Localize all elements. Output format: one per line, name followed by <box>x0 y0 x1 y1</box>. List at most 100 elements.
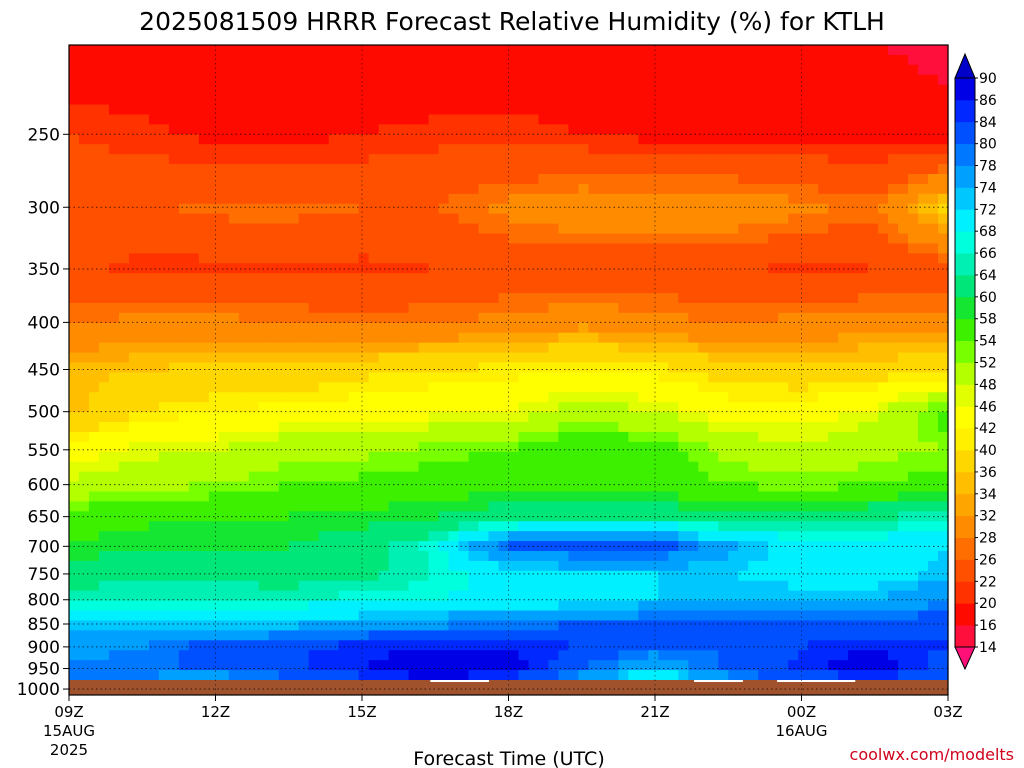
rh-cell <box>928 491 939 502</box>
rh-cell <box>189 432 200 443</box>
rh-cell <box>389 154 400 165</box>
rh-cell <box>159 174 170 185</box>
rh-cell <box>79 382 90 393</box>
rh-cell <box>219 581 230 592</box>
rh-cell <box>758 462 769 473</box>
rh-cell <box>349 134 360 145</box>
rh-cell <box>449 511 460 522</box>
rh-cell <box>658 571 669 582</box>
rh-cell <box>89 531 100 542</box>
rh-cell <box>528 184 539 195</box>
rh-cell <box>129 234 140 245</box>
rh-cell <box>469 581 480 592</box>
rh-cell <box>499 85 510 96</box>
rh-cell <box>369 412 380 423</box>
rh-cell <box>518 75 529 86</box>
rh-cell <box>858 144 869 155</box>
rh-cell <box>179 551 190 562</box>
rh-cell <box>708 154 719 165</box>
rh-cell <box>868 75 879 86</box>
rh-cell <box>249 452 260 463</box>
rh-cell <box>518 253 529 264</box>
rh-cell <box>139 283 150 294</box>
rh-cell <box>778 234 789 245</box>
rh-cell <box>249 283 260 294</box>
rh-cell <box>169 283 180 294</box>
rh-cell <box>439 462 450 473</box>
rh-cell <box>728 283 739 294</box>
rh-cell <box>69 194 80 205</box>
rh-cell <box>908 372 919 383</box>
chart-title: 2025081509 HRRR Forecast Relative Humidi… <box>139 7 885 36</box>
rh-cell <box>339 253 350 264</box>
rh-cell <box>159 55 170 66</box>
rh-cell <box>908 174 919 185</box>
rh-cell <box>558 105 569 116</box>
rh-cell <box>678 482 689 493</box>
rh-cell <box>469 164 480 175</box>
rh-cell <box>479 85 490 96</box>
rh-cell <box>329 531 340 542</box>
rh-cell <box>339 363 350 374</box>
rh-cell <box>928 382 939 393</box>
rh-cell <box>798 174 809 185</box>
rh-cell <box>668 521 679 532</box>
rh-cell <box>678 501 689 512</box>
rh-cell <box>229 214 240 225</box>
rh-cell <box>908 164 919 175</box>
rh-cell <box>109 184 120 195</box>
rh-cell <box>149 184 160 195</box>
rh-cell <box>678 551 689 562</box>
rh-cell <box>259 75 270 86</box>
rh-cell <box>459 491 470 502</box>
rh-cell <box>219 144 230 155</box>
rh-cell <box>479 462 490 473</box>
rh-cell <box>718 154 729 165</box>
rh-cell <box>329 501 340 512</box>
rh-cell <box>808 402 819 413</box>
rh-cell <box>668 581 679 592</box>
rh-cell <box>798 402 809 413</box>
rh-cell <box>199 105 210 116</box>
rh-cell <box>379 442 390 453</box>
rh-cell <box>618 323 629 334</box>
rh-cell <box>768 363 779 374</box>
rh-cell <box>129 273 140 284</box>
rh-cell <box>399 482 410 493</box>
rh-cell <box>938 581 949 592</box>
rh-cell <box>279 164 290 175</box>
rh-cell <box>89 392 100 403</box>
rh-cell <box>169 333 180 344</box>
rh-cell <box>838 343 849 354</box>
rh-cell <box>578 422 589 433</box>
rh-cell <box>708 601 719 612</box>
rh-cell <box>678 45 689 56</box>
rh-cell <box>359 561 370 572</box>
rh-cell <box>89 422 100 433</box>
rh-cell <box>638 204 649 215</box>
rh-cell <box>159 303 170 314</box>
rh-cell <box>908 234 919 245</box>
rh-cell <box>219 323 230 334</box>
rh-cell <box>858 154 869 165</box>
rh-cell <box>558 601 569 612</box>
rh-cell <box>339 95 350 106</box>
rh-cell <box>848 333 859 344</box>
rh-cell <box>808 55 819 66</box>
rh-cell <box>908 85 919 96</box>
rh-cell <box>449 531 460 542</box>
rh-cell <box>429 561 440 572</box>
rh-cell <box>479 392 490 403</box>
rh-cell <box>668 65 679 76</box>
rh-cell <box>858 234 869 245</box>
rh-cell <box>359 531 370 542</box>
rh-cell <box>389 333 400 344</box>
rh-cell <box>159 343 170 354</box>
rh-cell <box>399 432 410 443</box>
rh-cell <box>449 422 460 433</box>
rh-cell <box>548 45 559 56</box>
rh-cell <box>668 333 679 344</box>
rh-cell <box>538 283 549 294</box>
rh-cell <box>449 472 460 483</box>
rh-cell <box>449 174 460 185</box>
